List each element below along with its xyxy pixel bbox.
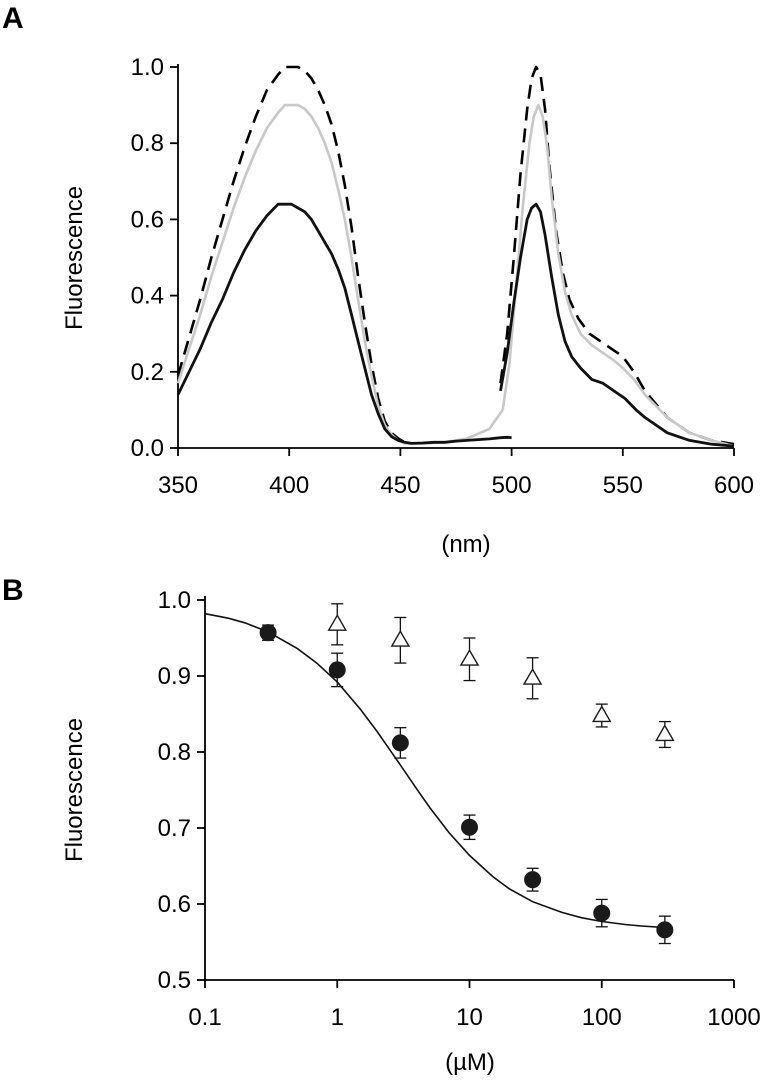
panel-a-y-axis-label: Fluorescence <box>61 186 88 330</box>
panel-a-y-tick-label: 0.2 <box>131 359 164 386</box>
open-triangle-marker <box>655 724 675 742</box>
panel-a-series-1-line <box>499 65 735 446</box>
panel-a-y-ticks: 0.0 0.2 0.4 0.6 0.8 1.0 <box>131 54 178 462</box>
panel-a-series-2-line <box>501 103 735 448</box>
panel-b-series-2-point <box>390 616 411 664</box>
panel-b: B 0.50.60.70.80.91.0 0.1 1 10 100 1000 (µM) … <box>2 574 761 1076</box>
panel-b-series-1-point <box>259 624 277 642</box>
open-triangle-marker <box>522 667 543 685</box>
panel-b-x-ticks: 0.1 1 10 100 1000 <box>188 980 761 1031</box>
panel-a-x-tick-label: 500 <box>492 472 532 499</box>
panel-b-series-1-point <box>391 727 409 759</box>
panel-b-series-1-point <box>593 898 611 928</box>
panel-a-x-tick-label: 550 <box>603 472 643 499</box>
panel-b-y-tick-label: 0.7 <box>158 815 191 842</box>
panel-a: A 0.00.20.40.60.81.0 350 400 450 500 550 600 … <box>2 2 754 558</box>
panel-b-series-2-point <box>327 603 348 646</box>
panel-a-series <box>176 65 735 448</box>
panel-b-fit-curve-group <box>204 612 665 929</box>
open-triangle-marker <box>390 629 411 647</box>
panel-b-y-ticks: 0.5 0.6 0.7 0.8 0.9 1.0 <box>158 587 205 994</box>
panel-a-x-tick-label: 450 <box>380 472 420 499</box>
panel-a-y-tick-label: 0.4 <box>131 283 164 310</box>
panel-a-letter: A <box>2 2 24 35</box>
panel-a-y-tick-label: 0.6 <box>131 206 164 233</box>
panel-a-x-tick-label: 400 <box>269 472 309 499</box>
panel-b-x-tick-label: 1000 <box>707 1004 760 1031</box>
panel-b-series <box>259 603 675 945</box>
panel-a-y-tick-label: 1.0 <box>131 54 164 81</box>
panel-b-x-tick-label: 100 <box>582 1004 622 1031</box>
filled-circle-marker <box>656 921 674 939</box>
filled-circle-marker <box>328 661 346 679</box>
panel-a-y-tick-label: 0.8 <box>131 130 164 157</box>
panel-a-series-3-line <box>176 202 512 445</box>
panel-b-series-1-point <box>524 867 542 892</box>
panel-b-y-tick-label: 0.8 <box>158 739 191 766</box>
filled-circle-marker <box>461 818 478 836</box>
open-triangle-marker <box>459 648 480 666</box>
panel-b-y-tick-label: 0.6 <box>158 891 191 918</box>
panel-b-series-2-point <box>655 720 675 749</box>
open-triangle-marker <box>591 705 612 723</box>
panel-b-x-tick-label: 0.1 <box>188 1004 221 1031</box>
panel-a-series-1-line <box>176 65 406 444</box>
panel-b-y-tick-label: 0.9 <box>158 663 191 690</box>
panel-b-series-1-point <box>461 814 478 841</box>
panel-b-x-axis-label: (µM) <box>445 1049 495 1076</box>
panel-b-series-2-point <box>591 703 612 728</box>
panel-a-y-tick-label: 0.0 <box>131 435 164 462</box>
panel-b-y-axis-label: Fluorescence <box>61 718 88 862</box>
filled-circle-marker <box>524 871 542 889</box>
panel-a-x-ticks: 350 400 450 500 550 600 <box>158 448 754 499</box>
panel-b-series-1-point <box>656 915 674 945</box>
panel-b-series-1-point <box>328 652 346 688</box>
panel-b-y-tick-label: 0.5 <box>158 967 191 994</box>
panel-a-x-tick-label: 350 <box>158 472 198 499</box>
filled-circle-marker <box>391 734 409 752</box>
panel-b-y-tick-label: 1.0 <box>158 587 191 614</box>
panel-a-series-3-line <box>499 202 735 448</box>
open-triangle-marker <box>327 613 348 631</box>
filled-circle-marker <box>259 624 277 642</box>
panel-b-series-2-point <box>522 657 543 700</box>
panel-b-series-2-point <box>459 637 480 682</box>
panel-a-x-axis-label: (nm) <box>441 531 490 558</box>
panel-a-x-tick-label: 600 <box>714 472 754 499</box>
panel-b-x-tick-label: 10 <box>456 1004 483 1031</box>
panel-b-x-tick-label: 1 <box>331 1004 344 1031</box>
filled-circle-marker <box>593 904 611 922</box>
panel-b-fit-curve <box>204 612 665 929</box>
panel-b-letter: B <box>2 574 24 607</box>
